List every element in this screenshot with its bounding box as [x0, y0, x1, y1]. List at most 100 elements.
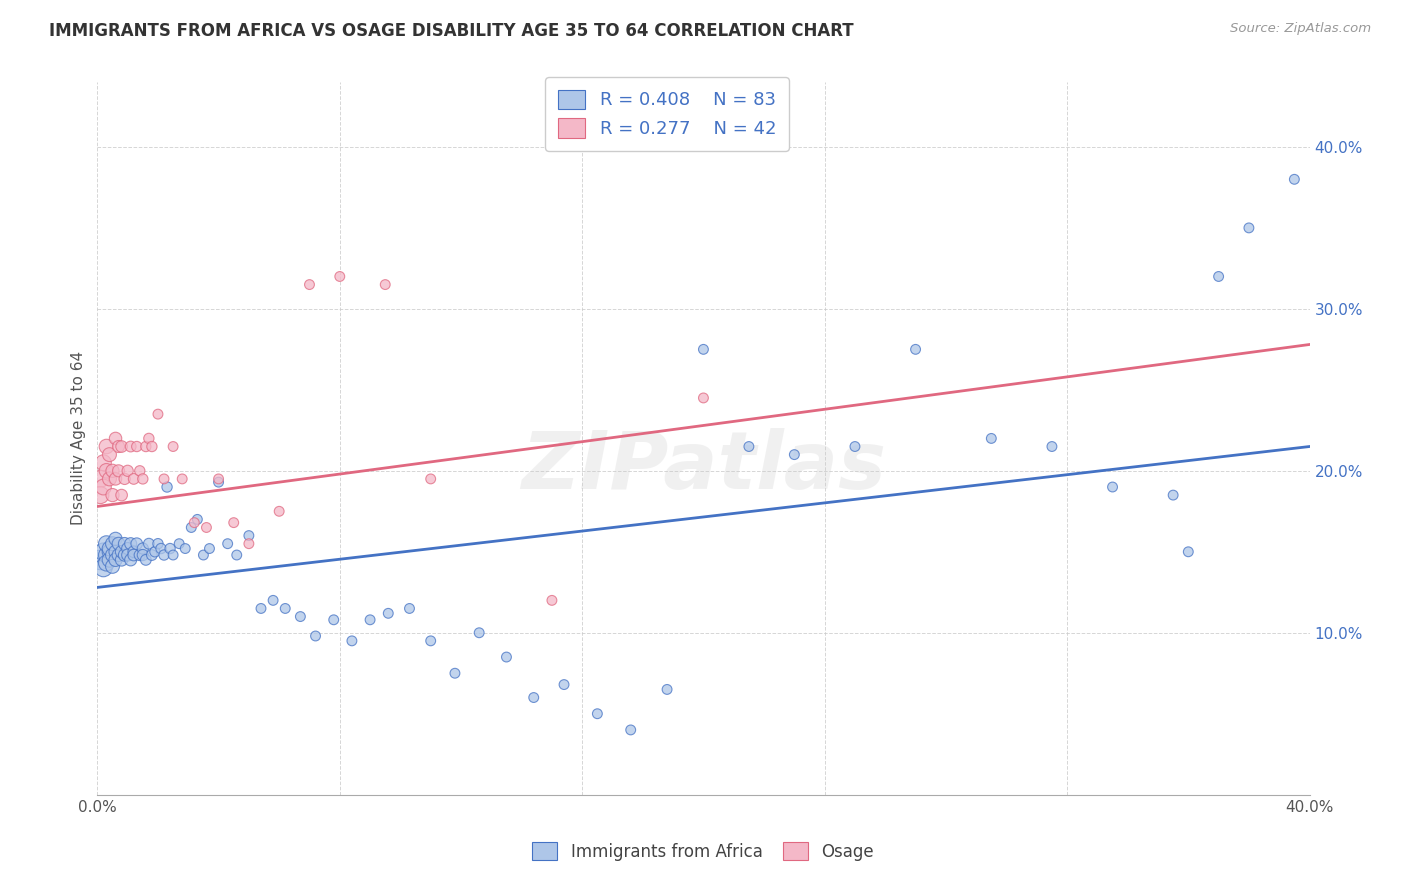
Point: [125, 537, 148, 551]
Point: [141, 440, 163, 454]
Y-axis label: Disability Age 35 to 64: Disability Age 35 to 64: [72, 351, 86, 525]
Point: [117, 541, 139, 556]
Point: [96, 440, 118, 454]
Point: [340, 633, 363, 648]
Point: [444, 666, 467, 681]
Point: [217, 537, 239, 551]
Point: [1284, 172, 1306, 186]
Point: [238, 528, 260, 542]
Point: [904, 343, 927, 357]
Point: [114, 472, 136, 486]
Point: [135, 553, 157, 567]
Point: [143, 545, 166, 559]
Point: [114, 548, 136, 562]
Point: [541, 593, 564, 607]
Point: [692, 391, 714, 405]
Point: [101, 488, 124, 502]
Point: [162, 440, 184, 454]
Point: [398, 601, 420, 615]
Point: [1101, 480, 1123, 494]
Point: [150, 541, 173, 556]
Point: [262, 593, 284, 607]
Point: [225, 548, 247, 562]
Point: [120, 553, 142, 567]
Point: [93, 545, 115, 559]
Point: [138, 537, 160, 551]
Point: [120, 440, 142, 454]
Point: [110, 488, 132, 502]
Point: [738, 440, 761, 454]
Point: [290, 609, 312, 624]
Point: [132, 541, 155, 556]
Point: [104, 545, 127, 559]
Point: [359, 613, 381, 627]
Point: [419, 472, 441, 486]
Point: [553, 677, 575, 691]
Point: [238, 537, 260, 551]
Point: [128, 548, 150, 562]
Point: [186, 512, 208, 526]
Point: [304, 629, 326, 643]
Point: [468, 625, 491, 640]
Point: [101, 559, 124, 574]
Point: [180, 520, 202, 534]
Point: [193, 548, 215, 562]
Point: [207, 472, 229, 486]
Point: [104, 553, 127, 567]
Point: [101, 548, 124, 562]
Point: [107, 464, 129, 478]
Point: [138, 432, 160, 446]
Point: [132, 472, 155, 486]
Point: [153, 548, 176, 562]
Point: [374, 277, 396, 292]
Point: [104, 432, 127, 446]
Point: [620, 723, 643, 737]
Point: [98, 545, 121, 559]
Point: [122, 545, 145, 559]
Point: [329, 269, 352, 284]
Point: [89, 488, 111, 502]
Point: [783, 448, 806, 462]
Point: [107, 548, 129, 562]
Point: [114, 537, 136, 551]
Point: [110, 545, 132, 559]
Point: [167, 537, 190, 551]
Point: [586, 706, 609, 721]
Point: [122, 472, 145, 486]
Point: [1177, 545, 1199, 559]
Point: [125, 440, 148, 454]
Point: [104, 472, 127, 486]
Point: [250, 601, 273, 615]
Point: [377, 607, 399, 621]
Point: [183, 516, 205, 530]
Point: [269, 504, 291, 518]
Point: [107, 537, 129, 551]
Point: [96, 548, 118, 562]
Point: [162, 548, 184, 562]
Text: IMMIGRANTS FROM AFRICA VS OSAGE DISABILITY AGE 35 TO 64 CORRELATION CHART: IMMIGRANTS FROM AFRICA VS OSAGE DISABILI…: [49, 22, 853, 40]
Point: [222, 516, 245, 530]
Point: [198, 541, 221, 556]
Point: [93, 480, 115, 494]
Point: [107, 440, 129, 454]
Point: [120, 537, 142, 551]
Point: [104, 532, 127, 546]
Point: [195, 520, 218, 534]
Point: [1208, 269, 1230, 284]
Point: [128, 464, 150, 478]
Point: [93, 456, 115, 470]
Point: [156, 480, 179, 494]
Point: [1161, 488, 1184, 502]
Legend: Immigrants from Africa, Osage: Immigrants from Africa, Osage: [526, 836, 880, 868]
Point: [146, 407, 169, 421]
Point: [274, 601, 297, 615]
Point: [153, 472, 176, 486]
Point: [692, 343, 714, 357]
Point: [1237, 220, 1260, 235]
Point: [117, 548, 139, 562]
Point: [98, 541, 121, 556]
Point: [110, 553, 132, 567]
Point: [298, 277, 321, 292]
Point: [89, 553, 111, 567]
Point: [159, 541, 181, 556]
